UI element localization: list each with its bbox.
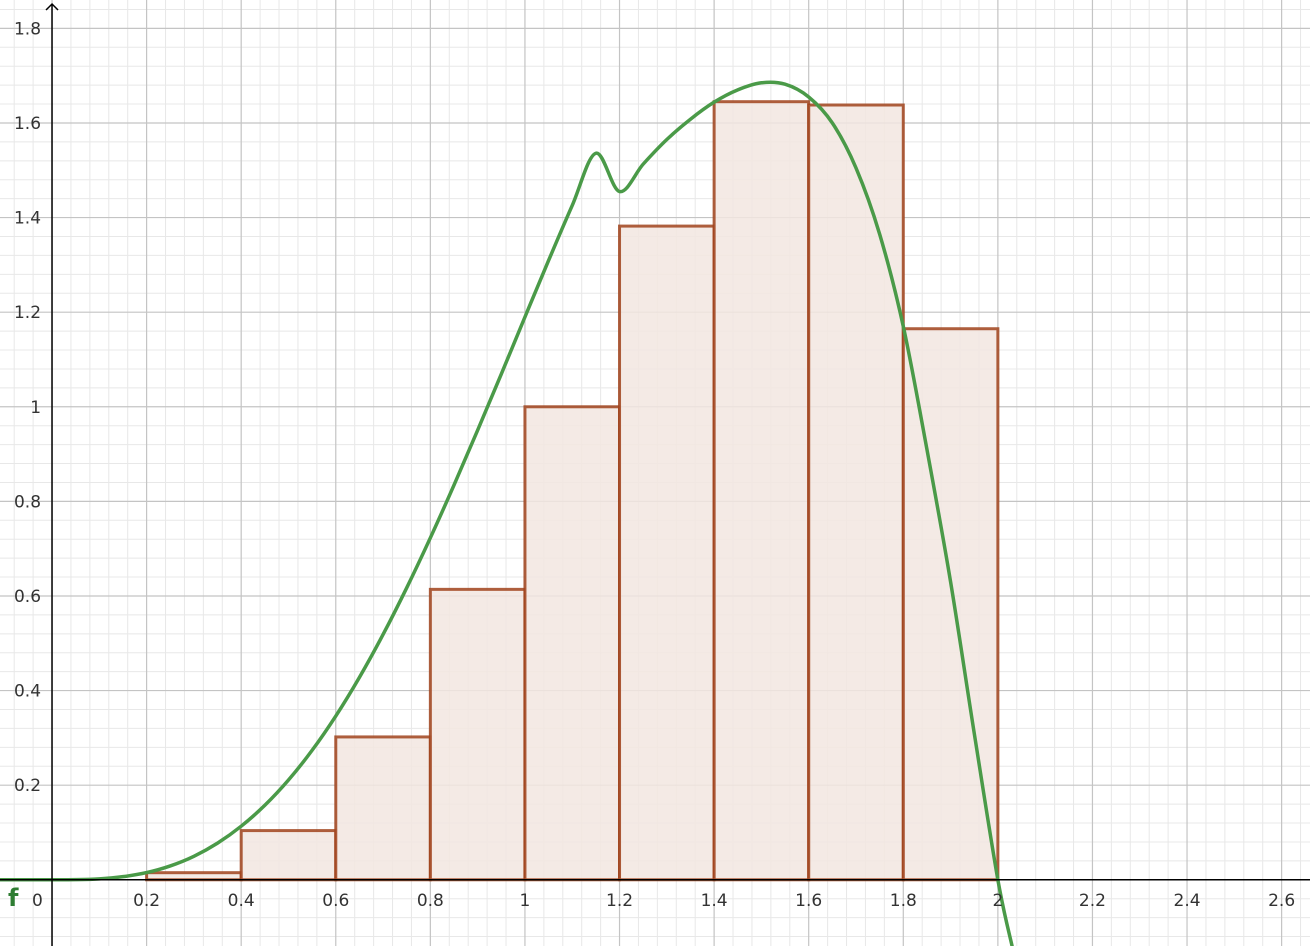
x-tick-label: 0.8	[417, 891, 444, 911]
y-tick-label: 0.8	[14, 492, 41, 512]
x-tick-label: 0.4	[228, 891, 255, 911]
x-tick-label: 2.2	[1079, 891, 1106, 911]
riemann-bar	[712, 100, 811, 882]
y-tick-label: 1.4	[14, 209, 41, 229]
y-tick-label: 1	[30, 398, 41, 418]
x-tick-label: 1	[520, 891, 531, 911]
riemann-bar	[145, 871, 243, 882]
x-tick-label: 2.4	[1174, 891, 1201, 911]
riemann-bar	[807, 103, 905, 882]
x-tick-label: 1.2	[606, 891, 633, 911]
y-tick-label: 0.4	[14, 682, 41, 702]
x-tick-label: 1.6	[795, 891, 822, 911]
x-tick-label: 2.6	[1268, 891, 1295, 911]
riemann-bar	[523, 405, 622, 882]
riemann-bars	[145, 100, 1000, 882]
origin-label: 0	[32, 891, 43, 911]
x-tick-label: 1.4	[701, 891, 728, 911]
function-curve	[0, 80, 1014, 946]
x-tick-label: 0.6	[322, 891, 349, 911]
function-label-f: f	[8, 884, 19, 912]
x-tick-label: 2	[992, 891, 1003, 911]
x-tick-label: 1.8	[890, 891, 917, 911]
riemann-bar	[618, 224, 716, 882]
x-tick-label: 0.2	[133, 891, 160, 911]
riemann-bar	[428, 587, 527, 882]
riemann-bar	[334, 735, 432, 882]
y-tick-label: 1.6	[14, 114, 41, 134]
y-tick-label: 1.2	[14, 303, 41, 323]
x-tick-labels: 0.2 0.4 0.6 0.8 1 1.2 1.4 1.6 1.8 2 2.2 2.4 2.6	[133, 891, 1295, 911]
y-axis-arrow	[45, 2, 59, 11]
y-tick-label: 0.2	[14, 776, 41, 796]
y-tick-labels: 0.2 0.4 0.6 0.8 1 1.2 1.4 1.6 1.8	[14, 19, 41, 796]
y-tick-label: 0.6	[14, 587, 41, 607]
riemann-bar	[239, 829, 338, 882]
function-curve-layer	[0, 80, 1014, 946]
y-tick-label: 1.8	[14, 19, 41, 39]
